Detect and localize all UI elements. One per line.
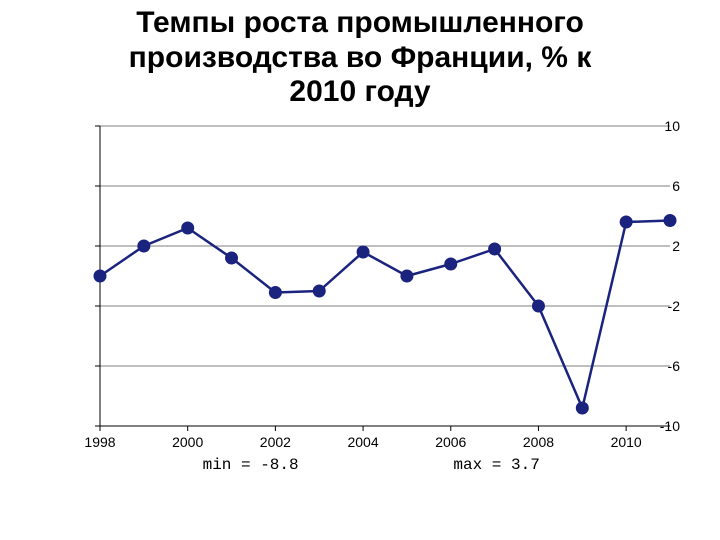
data-point — [182, 222, 194, 234]
chart-title-line2: производства во Франции, % к — [20, 41, 700, 76]
x-axis-ticks: 1998 2000 2002 2004 2006 2008 2010 — [40, 434, 680, 454]
line-chart: -10 -6 -2 2 6 10 1998 2000 2002 2004 2006 2008 2010… — [40, 116, 680, 516]
data-point — [401, 270, 413, 282]
x-tick-label: 2010 — [611, 434, 642, 450]
y-tick-label: 6 — [630, 178, 680, 194]
max-stat: max = 3.7 — [453, 456, 539, 474]
x-tick-label: 2004 — [347, 434, 378, 450]
data-point — [445, 258, 457, 270]
y-tick-label: 10 — [630, 118, 680, 134]
chart-title-line1: Темпы роста промышленного — [20, 6, 700, 41]
x-tick-label: 2008 — [523, 434, 554, 450]
chart-title-line3: 2010 году — [20, 75, 700, 110]
data-point — [489, 243, 501, 255]
data-point — [269, 286, 281, 298]
y-tick-label: 2 — [630, 238, 680, 254]
y-tick-label: -10 — [630, 418, 680, 434]
data-point — [313, 285, 325, 297]
x-tick-label: 2002 — [260, 434, 291, 450]
data-point — [138, 240, 150, 252]
data-point — [664, 214, 676, 226]
data-point — [94, 270, 106, 282]
data-point — [532, 300, 544, 312]
min-stat: min = -8.8 — [203, 456, 299, 474]
x-tick-label: 2006 — [435, 434, 466, 450]
data-point — [576, 402, 588, 414]
data-point — [226, 252, 238, 264]
chart-title: Темпы роста промышленного производства в… — [0, 0, 720, 116]
x-tick-label: 2000 — [172, 434, 203, 450]
x-tick-label: 1998 — [84, 434, 115, 450]
data-point — [357, 246, 369, 258]
y-tick-label: -2 — [630, 298, 680, 314]
plot-svg — [40, 116, 680, 456]
data-point — [620, 216, 632, 228]
y-tick-label: -6 — [630, 358, 680, 374]
